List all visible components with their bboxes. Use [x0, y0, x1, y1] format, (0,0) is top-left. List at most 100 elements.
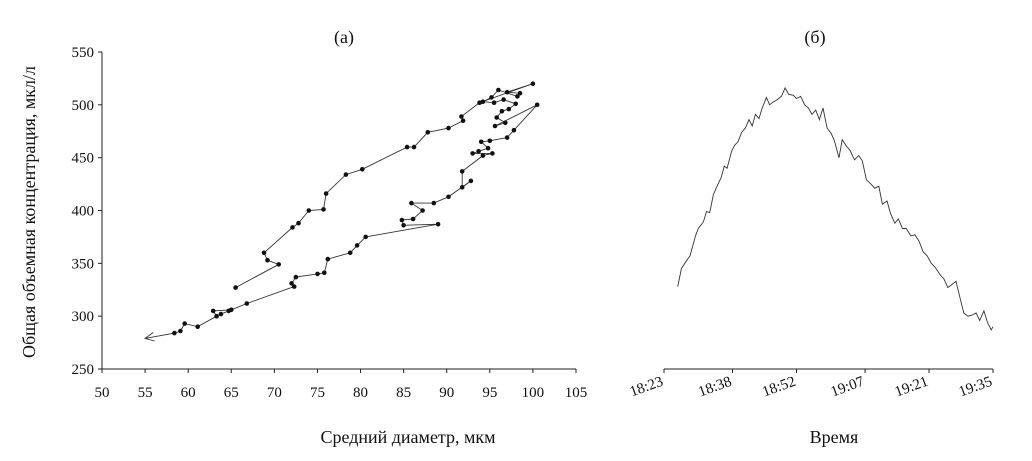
panel-a-data-point [503, 120, 508, 126]
panel-a-data-point [296, 220, 301, 226]
panel-a-data-point [459, 169, 465, 174]
panel-a-tick-labels: 50 55 60 65 70 75 80 85 90 95 100 105 250 300 350 400 45… [72, 45, 588, 401]
panel-a-end-arrow [144, 332, 155, 342]
panel-a-data-point [290, 225, 295, 230]
panel-a-y-tick-label: 350 [72, 256, 95, 272]
panel-b-time-series-line [677, 86, 994, 331]
panel-a-data-point [410, 216, 416, 222]
panel-b-tick-labels: 18:23 18:38 18:52 19:07 19:21 19:35 [628, 374, 995, 401]
panel-a-data-point [265, 257, 270, 263]
panel-a-data-point [411, 144, 417, 150]
panel-a-data-point [323, 191, 329, 196]
panel-a-x-tick-label: 80 [353, 385, 368, 401]
panel-a-data-point [459, 185, 465, 190]
panel-a-data-point [496, 87, 501, 93]
panel-a-data-point [487, 138, 493, 144]
panel-a-data-point [343, 172, 349, 177]
panel-a-data-point [276, 262, 282, 267]
panel-a-data-point [399, 217, 405, 223]
panel-a-data-point [490, 151, 495, 156]
panel-a-data-point [291, 284, 297, 289]
panel-a-x-tick-label: 70 [267, 385, 282, 401]
panel-b-series [677, 86, 994, 331]
panel-b-x-tick-label: 18:38 [696, 374, 734, 401]
panel-a-y-tick-label: 300 [72, 309, 95, 325]
panel-a-data-point [504, 89, 510, 95]
panel-a-y-tick-label: 550 [72, 45, 95, 61]
panel-a-data-point [210, 308, 216, 314]
panel-a-y-tick-label: 400 [72, 204, 95, 220]
panel-a-data-point [289, 281, 294, 286]
panel-b-x-tick-label: 19:21 [893, 374, 931, 401]
panel-a-data-point [293, 274, 299, 280]
panel-a-data-point [513, 101, 518, 107]
panel-b-x-tick-label: 19:07 [829, 374, 867, 401]
panel-a-axes [98, 51, 577, 373]
panel-a-x-tick-label: 85 [396, 385, 411, 401]
panel-a-data-point [431, 200, 437, 206]
panel-a-x-tick-label: 65 [224, 385, 239, 401]
panel-a-data-point [491, 100, 497, 105]
panel-a-data-point [446, 194, 451, 200]
panel-a-data-point [325, 256, 331, 262]
panel-a-data-point [401, 223, 406, 228]
panel-a-data-point [404, 144, 410, 150]
panel-a-x-tick-label: 55 [138, 385, 153, 401]
panel-a-data-point [504, 135, 510, 140]
panel-a-data-point [499, 108, 505, 114]
panel-a-y-axis-title: Общая объемная концентрация, мкл/л [19, 66, 39, 358]
panel-a-data-point [480, 153, 486, 158]
panel-a-data-point [229, 307, 234, 313]
panel-a-data-point [534, 102, 540, 108]
panel-a-data-point [233, 285, 238, 290]
panel-a-x-tick-label: 100 [522, 385, 545, 401]
panel-a-data-point [501, 97, 506, 102]
panel-a-data-point [322, 270, 327, 276]
panel-a-data-point [515, 94, 520, 99]
panel-a-data-point [172, 330, 177, 336]
panel-a-data-point [315, 271, 320, 277]
panel-a-data-point [360, 167, 365, 172]
panel-a-data-point [460, 118, 466, 123]
panel-b-x-axis-title: Время [810, 427, 859, 447]
panel-a-data-point [178, 328, 183, 334]
panel-a-data-point [321, 207, 326, 212]
panel-a-data-point [306, 208, 312, 213]
panel-a-y-tick-label: 500 [72, 98, 95, 114]
panel-a-x-tick-label: 105 [565, 385, 588, 401]
panel-a-data-point [511, 127, 517, 133]
panel-a-data-point [347, 250, 353, 256]
panel-a-x-tick-label: 95 [482, 385, 497, 401]
panel-a-data-point [354, 243, 360, 248]
panel-a-data-point [409, 200, 414, 206]
panel-a-x-tick-label: 75 [310, 385, 325, 401]
panel-a-data-point [492, 123, 498, 129]
panel-a-data-point [506, 106, 512, 112]
panel-a-data-point [195, 324, 200, 330]
panel-a-y-tick-label: 250 [72, 362, 95, 378]
panel-a-trajectory-line [145, 83, 538, 339]
panel-a-data-point [182, 321, 187, 326]
panel-a-data-point [425, 130, 431, 135]
panel-a-data-point [530, 81, 536, 86]
panel-a-data-point [489, 95, 494, 100]
panel-a-data-point [446, 125, 451, 131]
panel-b-axes [663, 368, 994, 373]
panel-a-data-point [218, 311, 224, 317]
panel-b-x-tick-label: 18:52 [760, 374, 798, 401]
chart-panel-a: (a) 50 55 60 65 70 75 80 85 90 95 100 105 250 300 350 4… [19, 27, 587, 447]
panel-a-data-point [494, 115, 500, 120]
panel-a-data-point [468, 178, 474, 184]
panel-a-data-point [485, 145, 491, 151]
panel-a-series [144, 81, 540, 342]
panel-a-x-axis-title: Средний диаметр, мкм [320, 427, 495, 447]
panel-a-data-point [363, 234, 369, 240]
panel-b-x-tick-label: 18:23 [628, 374, 666, 401]
panel-a-x-tick-label: 90 [439, 385, 454, 401]
panel-a-data-point [478, 139, 484, 145]
panel-a-data-point [420, 208, 425, 213]
panel-a-data-point [470, 151, 475, 156]
panel-a-data-point [435, 221, 441, 227]
panel-a-data-point [459, 114, 464, 119]
